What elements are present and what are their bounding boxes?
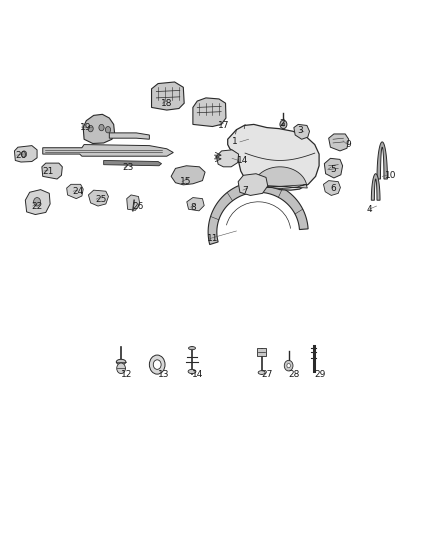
Text: 26: 26	[132, 202, 143, 211]
Polygon shape	[294, 124, 310, 139]
Polygon shape	[25, 190, 50, 215]
Text: 12: 12	[121, 370, 132, 379]
Polygon shape	[14, 146, 37, 162]
Polygon shape	[67, 184, 83, 199]
Text: 28: 28	[289, 370, 300, 379]
Polygon shape	[110, 133, 149, 139]
Polygon shape	[187, 198, 204, 211]
Polygon shape	[328, 134, 349, 151]
Text: 8: 8	[191, 203, 197, 212]
Text: 15: 15	[180, 177, 191, 186]
Text: 29: 29	[314, 370, 325, 379]
Text: 1: 1	[232, 138, 238, 147]
Ellipse shape	[258, 370, 265, 374]
Polygon shape	[238, 174, 268, 196]
Text: 21: 21	[43, 166, 54, 175]
Text: 24: 24	[72, 187, 83, 196]
Text: 13: 13	[158, 370, 170, 379]
Circle shape	[106, 126, 111, 133]
Polygon shape	[216, 150, 239, 167]
Circle shape	[282, 123, 285, 126]
Text: 3: 3	[297, 126, 303, 135]
Text: 10: 10	[385, 171, 397, 180]
Polygon shape	[152, 82, 184, 110]
Polygon shape	[83, 114, 115, 143]
Text: 6: 6	[331, 183, 336, 192]
Circle shape	[21, 151, 27, 157]
Circle shape	[99, 124, 104, 131]
Polygon shape	[324, 158, 343, 178]
Polygon shape	[127, 195, 140, 211]
Ellipse shape	[116, 359, 126, 365]
Polygon shape	[371, 174, 380, 200]
Text: 7: 7	[242, 185, 248, 195]
Polygon shape	[208, 182, 308, 245]
Polygon shape	[104, 160, 162, 166]
Text: 19: 19	[80, 123, 91, 132]
Polygon shape	[323, 181, 340, 196]
Polygon shape	[171, 166, 205, 185]
Text: 4: 4	[367, 205, 373, 214]
Text: 20: 20	[15, 151, 27, 160]
Bar	[257, 348, 266, 356]
Text: 9: 9	[345, 140, 351, 149]
Circle shape	[149, 355, 165, 374]
Circle shape	[34, 198, 41, 206]
Text: 2: 2	[279, 119, 285, 128]
Polygon shape	[88, 190, 109, 206]
Circle shape	[287, 364, 290, 368]
Text: 11: 11	[207, 234, 218, 243]
Circle shape	[88, 125, 93, 132]
Text: 14: 14	[237, 156, 249, 165]
Polygon shape	[377, 142, 388, 179]
Text: 5: 5	[330, 165, 336, 174]
Text: 14: 14	[192, 370, 203, 379]
Ellipse shape	[188, 346, 195, 350]
Circle shape	[153, 360, 161, 369]
Text: 27: 27	[261, 370, 273, 379]
Polygon shape	[42, 163, 62, 179]
Polygon shape	[228, 124, 319, 190]
Polygon shape	[253, 167, 307, 189]
Polygon shape	[193, 98, 226, 126]
Text: 23: 23	[122, 164, 134, 172]
Text: 22: 22	[31, 201, 42, 211]
Circle shape	[284, 360, 293, 371]
Ellipse shape	[188, 369, 196, 374]
Circle shape	[280, 120, 287, 128]
Polygon shape	[43, 144, 173, 156]
Text: 25: 25	[95, 195, 106, 204]
Text: 17: 17	[218, 121, 229, 130]
Circle shape	[117, 363, 125, 374]
Text: 18: 18	[161, 99, 172, 108]
